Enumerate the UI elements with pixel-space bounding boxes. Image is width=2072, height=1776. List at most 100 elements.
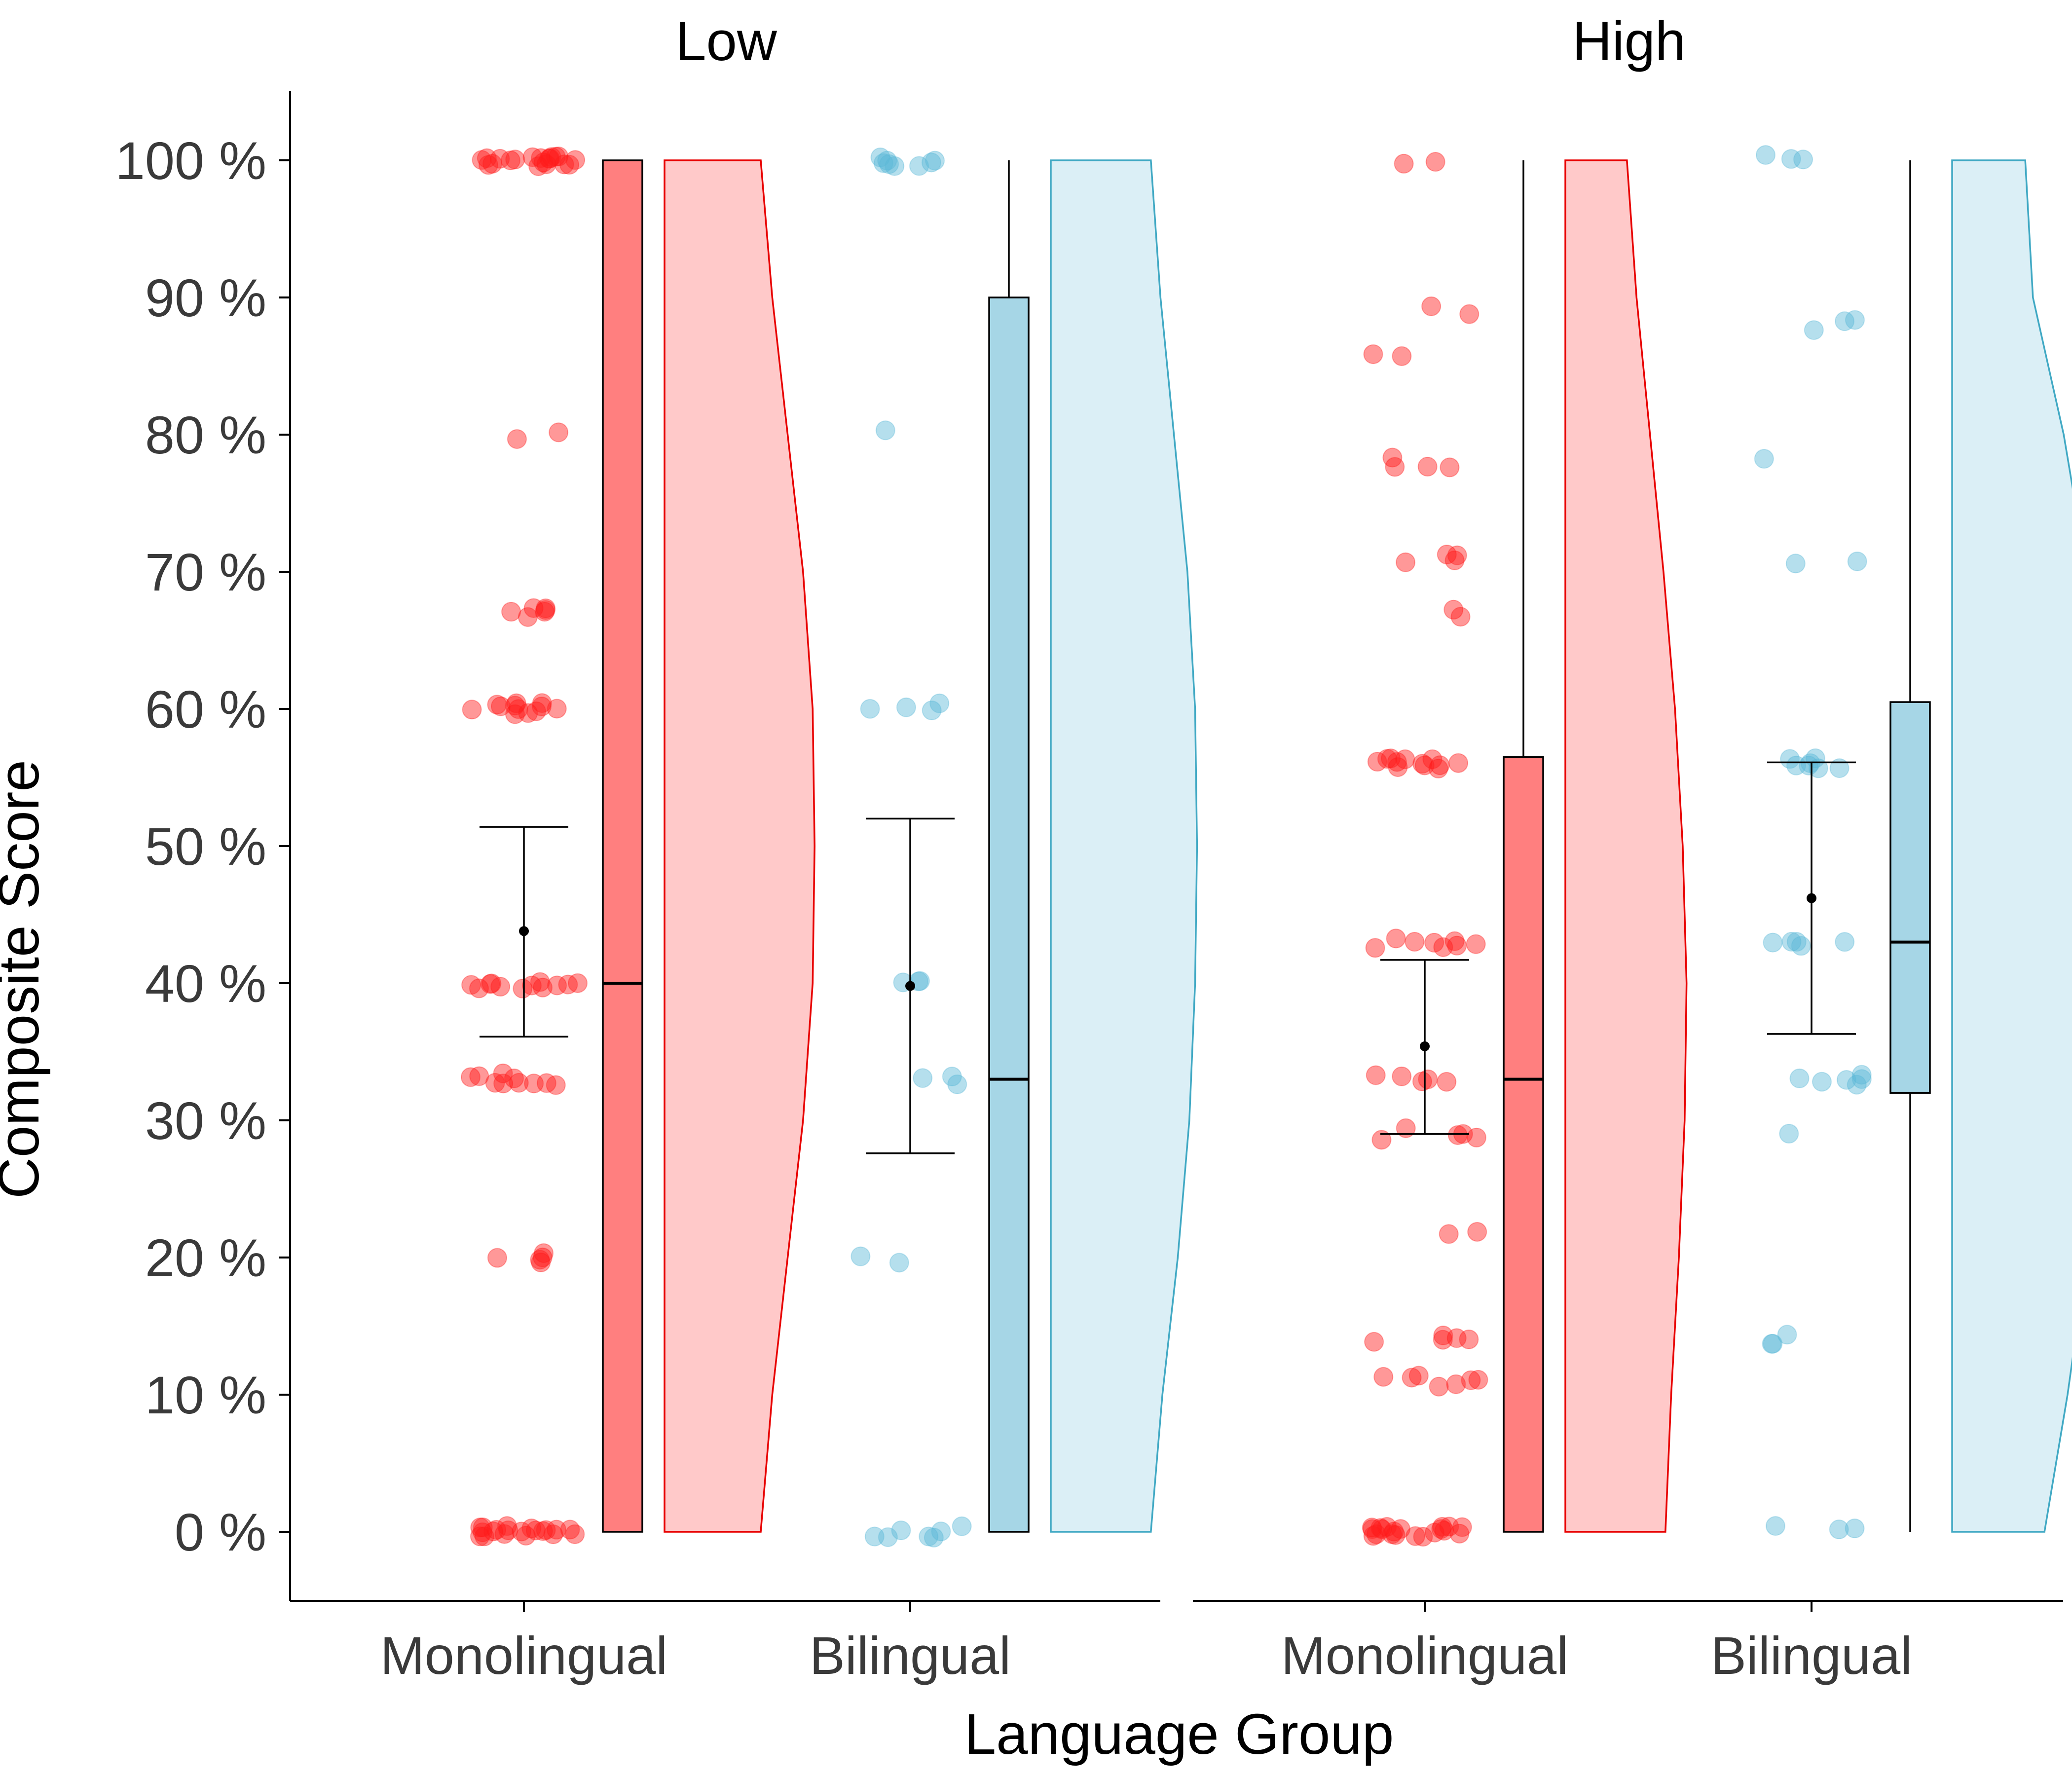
data-point-high-monolingual (1382, 1524, 1402, 1544)
data-point-low-bilingual (929, 693, 950, 713)
y-tick-label: 10 % (145, 1365, 266, 1425)
data-point-low-bilingual (924, 1527, 944, 1548)
data-point-high-monolingual (1417, 456, 1438, 477)
data-point-low-monolingual (487, 695, 507, 715)
data-point-low-monolingual (559, 154, 580, 175)
data-point-high-bilingual (1763, 1333, 1783, 1354)
plot-marks (1362, 145, 2072, 1547)
data-point-high-monolingual (1392, 1066, 1412, 1086)
data-point-high-bilingual (1763, 932, 1783, 953)
violin-high-monolingual (1564, 159, 1688, 1533)
y-axis: 0 % 10 % 20 % 30 % 40 % 50 % 60 % 70 % 80 % 90 % 1… (115, 91, 291, 1601)
data-point-low-monolingual (498, 1520, 518, 1541)
data-point-high-monolingual (1365, 938, 1385, 958)
data-point-low-monolingual (505, 704, 525, 724)
data-point-high-bilingual (1785, 554, 1806, 574)
data-point-low-bilingual (851, 1246, 871, 1266)
data-point-high-monolingual (1372, 1519, 1392, 1539)
data-point-high-bilingual (1754, 449, 1774, 469)
y-tick-label: 20 % (145, 1228, 266, 1288)
x-tick-label-monolingual: Monolingual (1281, 1626, 1568, 1685)
data-point-low-monolingual (565, 150, 586, 170)
data-point-high-bilingual (1804, 320, 1824, 340)
data-point-low-bilingual (952, 1516, 972, 1536)
mean-point-low-monolingual (519, 926, 529, 936)
data-point-high-monolingual (1424, 1522, 1444, 1543)
data-point-high-monolingual (1392, 346, 1412, 366)
panel-high: High Monolingual Bilingual (1193, 10, 2072, 1685)
data-point-low-monolingual (518, 607, 538, 627)
data-point-low-monolingual (493, 1073, 514, 1094)
data-point-low-monolingual (560, 1519, 580, 1540)
data-point-high-bilingual (1786, 755, 1806, 776)
data-point-high-bilingual (1781, 931, 1802, 952)
data-point-low-bilingual (947, 1074, 967, 1094)
data-point-low-monolingual (522, 147, 543, 167)
data-point-high-monolingual (1377, 1517, 1397, 1537)
data-point-low-bilingual (860, 699, 880, 719)
data-point-high-monolingual (1449, 1523, 1470, 1544)
data-point-high-monolingual (1447, 1125, 1468, 1145)
data-point-low-bilingual (864, 1526, 885, 1547)
data-point-low-bilingual (877, 150, 897, 171)
data-point-low-bilingual (870, 147, 890, 167)
data-point-high-bilingual (1835, 311, 1855, 332)
x-tick-label-bilingual: Bilingual (1711, 1626, 1912, 1685)
data-point-high-monolingual (1446, 1328, 1467, 1348)
data-point-high-bilingual (1845, 1518, 1865, 1539)
data-point-high-bilingual (1762, 1333, 1782, 1354)
data-point-low-monolingual (533, 1521, 553, 1541)
data-point-low-bilingual (885, 156, 905, 176)
data-point-high-monolingual (1370, 1518, 1391, 1538)
x-tick-label-monolingual: Monolingual (380, 1626, 667, 1685)
data-point-low-monolingual (506, 693, 526, 713)
data-point-low-monolingual (472, 150, 492, 170)
data-point-low-monolingual (481, 973, 502, 994)
data-point-low-monolingual (518, 703, 538, 723)
data-point-low-monolingual (469, 1066, 489, 1086)
data-point-high-monolingual (1377, 749, 1397, 769)
y-tick-label: 100 % (115, 131, 266, 190)
data-point-low-monolingual (470, 1517, 490, 1538)
data-point-high-bilingual (1793, 149, 1813, 170)
data-point-high-monolingual (1396, 552, 1416, 572)
data-point-low-monolingual (567, 973, 588, 993)
data-point-low-monolingual (528, 156, 549, 176)
data-point-high-monolingual (1437, 544, 1457, 564)
data-point-low-monolingual (509, 1073, 529, 1093)
data-point-low-monolingual (470, 1526, 490, 1547)
data-point-high-monolingual (1432, 1517, 1452, 1537)
data-point-high-monolingual (1388, 757, 1408, 777)
data-point-low-bilingual (896, 697, 916, 717)
data-point-low-monolingual (490, 148, 510, 169)
data-point-low-monolingual (504, 1068, 524, 1088)
data-point-low-monolingual (549, 422, 569, 443)
data-point-high-monolingual (1452, 1517, 1472, 1537)
box-low-monolingual (602, 159, 643, 1533)
data-point-low-monolingual (480, 974, 500, 994)
data-point-high-bilingual (1836, 1070, 1856, 1090)
data-point-low-monolingual (534, 1243, 554, 1263)
data-point-low-bilingual (942, 1067, 962, 1087)
mean-point-high-bilingual (1807, 893, 1816, 903)
data-point-low-monolingual (541, 147, 561, 167)
data-point-high-monolingual (1461, 1370, 1481, 1390)
x-axis-title: Language Group (964, 1702, 1394, 1766)
data-point-high-monolingual (1447, 935, 1467, 956)
data-point-high-monolingual (1408, 1366, 1429, 1386)
data-point-high-monolingual (1430, 755, 1450, 776)
data-point-low-monolingual (536, 598, 556, 619)
data-point-low-bilingual (889, 1253, 909, 1273)
data-point-low-monolingual (536, 1520, 556, 1540)
data-point-low-monolingual (483, 1521, 504, 1542)
data-point-low-bilingual (879, 154, 899, 174)
data-point-high-monolingual (1446, 1374, 1466, 1394)
mean-point-high-monolingual (1420, 1041, 1430, 1051)
data-point-low-monolingual (547, 975, 567, 996)
data-point-high-monolingual (1413, 1526, 1433, 1547)
data-point-low-monolingual (533, 977, 553, 998)
data-point-high-bilingual (1851, 1069, 1872, 1089)
data-point-low-bilingual (913, 1068, 933, 1088)
data-point-high-monolingual (1381, 748, 1401, 769)
data-point-high-monolingual (1437, 1072, 1457, 1092)
